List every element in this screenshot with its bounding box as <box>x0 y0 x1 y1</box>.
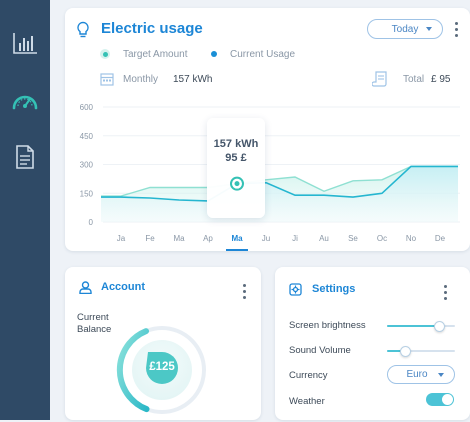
currency-select-value: Euro <box>406 369 427 380</box>
account-card: Account Current Balance £125 <box>65 267 261 420</box>
currency-select[interactable]: Euro <box>387 365 455 384</box>
brightness-label: Screen brightness <box>289 320 366 331</box>
settings-title: Settings <box>312 283 355 295</box>
gear-icon <box>289 283 302 301</box>
gauge-icon[interactable] <box>10 85 40 115</box>
electric-usage-card: Electric usage Today Target Amount Curre… <box>65 8 470 251</box>
settings-more-icon[interactable] <box>444 285 448 300</box>
currency-label: Currency <box>289 370 328 381</box>
volume-slider-thumb[interactable] <box>400 346 411 357</box>
volume-slider[interactable] <box>387 350 455 352</box>
user-icon <box>79 281 92 299</box>
document-icon[interactable] <box>10 142 40 172</box>
account-more-icon[interactable] <box>243 284 247 299</box>
balance-label-line-2: Balance <box>77 324 111 336</box>
weather-toggle[interactable] <box>426 393 454 406</box>
brightness-slider[interactable] <box>387 325 455 327</box>
brightness-slider-thumb[interactable] <box>434 321 445 332</box>
chart-highlight <box>65 8 470 251</box>
settings-card: Settings Screen brightness Sound Volume … <box>275 267 470 420</box>
weather-label: Weather <box>289 396 325 407</box>
brightness-slider-fill <box>387 325 438 327</box>
balance-value: £125 <box>145 361 179 373</box>
balance-label-line-1: Current <box>77 312 111 324</box>
bar-chart-icon[interactable] <box>10 28 40 58</box>
account-title: Account <box>101 281 145 293</box>
balance-label: Current Balance <box>77 312 111 336</box>
volume-label: Sound Volume <box>289 345 351 356</box>
sidebar <box>0 0 50 420</box>
weather-toggle-knob <box>442 394 453 405</box>
chevron-down-icon <box>438 373 444 377</box>
